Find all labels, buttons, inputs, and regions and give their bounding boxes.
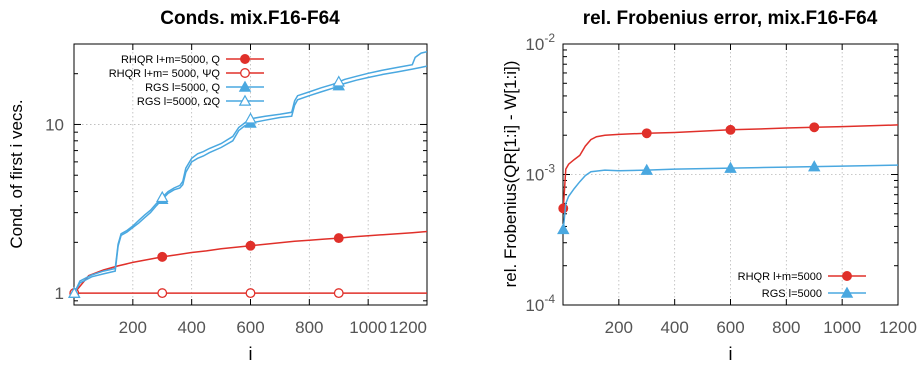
data-point bbox=[333, 288, 344, 299]
legend-label: RGS l=5000 bbox=[762, 288, 822, 300]
series-line bbox=[74, 50, 427, 294]
x-tick-label: 600 bbox=[716, 318, 744, 337]
x-tick-label: 400 bbox=[660, 318, 688, 337]
x-tick-label: 1200 bbox=[389, 318, 427, 337]
data-point bbox=[157, 288, 168, 299]
legend-marker bbox=[238, 94, 252, 106]
x-tick-label: 200 bbox=[605, 318, 633, 337]
data-point bbox=[157, 251, 168, 262]
data-point bbox=[245, 288, 256, 299]
legend: RHQR l+m=5000 RGS l=5000 bbox=[738, 271, 866, 300]
legend-marker bbox=[238, 80, 252, 92]
y-tick-label: 10-4 bbox=[525, 292, 555, 315]
legend-marker bbox=[842, 271, 852, 281]
legend-label: RHQR l+m=5000 bbox=[738, 271, 822, 283]
legend-marker bbox=[840, 286, 854, 298]
data-point bbox=[156, 190, 169, 203]
data-point bbox=[725, 124, 736, 135]
x-tick-label: 600 bbox=[236, 318, 264, 337]
y-axis-label: rel. Frobenius(QR[1:i] - W[1:i]) bbox=[501, 61, 520, 288]
chart-title: rel. Frobenius error, mix.F16-F64 bbox=[583, 8, 878, 29]
data-point bbox=[808, 160, 821, 172]
y-axis-label: Cond. of first i vecs. bbox=[7, 99, 26, 248]
x-tick-label: 1200 bbox=[879, 318, 917, 337]
y-tick-label: 10-3 bbox=[525, 162, 555, 185]
data-point bbox=[724, 161, 737, 173]
x-tick-label: 800 bbox=[295, 318, 323, 337]
x-tick-label: 400 bbox=[177, 318, 205, 337]
x-tick-label: 1000 bbox=[823, 318, 861, 337]
data-point bbox=[640, 163, 653, 175]
x-tick-label: 800 bbox=[772, 318, 800, 337]
legend-label: RGS l=5000, Q bbox=[145, 82, 220, 94]
x-tick-label: 1000 bbox=[349, 318, 387, 337]
chart-2: 200 400 600 800 1000 1200 10-4 10-3 10-2 rel. Fro… bbox=[501, 8, 917, 364]
legend-label: RGS l=5000, ΩQ bbox=[137, 96, 221, 108]
chart-1: 200 400 600 800 1000 1200 1 10 Conds. mix.F16-F6… bbox=[7, 8, 428, 364]
series-line bbox=[563, 124, 898, 209]
y-tick-label: 10-2 bbox=[525, 31, 555, 54]
x-axis-label: i bbox=[249, 344, 253, 364]
legend-marker bbox=[240, 54, 250, 64]
plot-frame bbox=[73, 43, 428, 306]
y-tick-label: 10 bbox=[45, 115, 64, 134]
chart-title: Conds. mix.F16-F64 bbox=[160, 8, 340, 29]
data-point bbox=[557, 222, 570, 235]
data-point bbox=[641, 128, 652, 139]
data-point bbox=[809, 122, 820, 133]
data-point bbox=[68, 286, 81, 298]
data-point bbox=[244, 112, 257, 124]
data-point bbox=[245, 240, 256, 251]
legend-marker bbox=[240, 68, 250, 78]
data-point bbox=[332, 75, 345, 87]
legend-label: RHQR l+m=5000, Q bbox=[121, 54, 220, 66]
legend-label: RHQR l+m= 5000, ΨQ bbox=[109, 68, 221, 80]
x-tick-label: 200 bbox=[119, 318, 147, 337]
x-axis-label: i bbox=[729, 344, 733, 364]
y-tick-label: 1 bbox=[55, 284, 64, 303]
legend: RHQR l+m=5000, Q RHQR l+m= 5000, ΨQ RGS l=… bbox=[109, 54, 264, 108]
data-point bbox=[333, 233, 344, 244]
